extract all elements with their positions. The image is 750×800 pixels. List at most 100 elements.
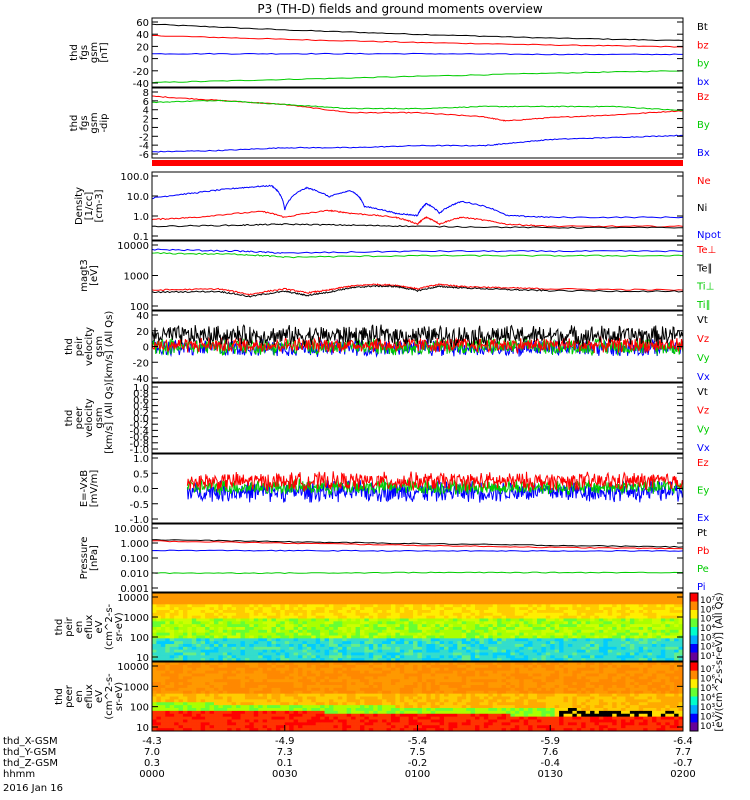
spectrogram-cell <box>386 607 392 611</box>
spectrogram-cell <box>470 670 476 674</box>
spectrogram-cell <box>567 612 573 617</box>
spectrogram-cell <box>483 673 489 677</box>
spectrogram-cell <box>466 693 472 697</box>
spectrogram-cell <box>576 658 582 662</box>
spectrogram-cell <box>395 604 401 608</box>
spectrogram-cell <box>386 699 392 703</box>
spectrogram-cell <box>231 618 237 622</box>
spectrogram-cell <box>386 716 392 720</box>
spectrogram-cell <box>280 627 286 631</box>
spectrogram-cell <box>209 719 215 723</box>
spectrogram-cell <box>244 655 250 659</box>
spectrogram-cell <box>218 667 224 672</box>
spectrogram-cell <box>475 621 480 625</box>
spectrogram-cell <box>320 699 325 703</box>
spectrogram-cell <box>333 655 339 659</box>
spectrogram-cell <box>329 710 334 715</box>
spectrogram-cell <box>625 621 631 625</box>
spectrogram-cell <box>452 618 458 622</box>
spectrogram-cell <box>603 598 609 602</box>
spectrogram-cell <box>395 649 401 653</box>
spectrogram-cell <box>200 719 206 723</box>
spectrogram-cell <box>258 685 264 689</box>
spectrogram-cell <box>603 601 609 605</box>
spectrogram-cell <box>293 710 299 715</box>
spectrogram-cell <box>231 708 237 712</box>
spectrogram-cell <box>470 690 476 695</box>
spectrogram-cell <box>373 598 379 602</box>
spectrogram-cell <box>607 641 613 645</box>
spectrogram-cell <box>249 716 255 720</box>
spectrogram-cell <box>236 725 241 729</box>
spectrogram-cell <box>594 595 600 600</box>
spectrogram-cell <box>182 670 188 674</box>
spectrogram-cell <box>355 687 361 692</box>
spectrogram-cell <box>324 687 330 692</box>
spectrogram-cell <box>479 670 485 674</box>
spectrogram-cell <box>320 676 325 680</box>
spectrogram-cell <box>213 725 219 729</box>
spectrogram-cell <box>567 618 573 622</box>
spectrogram-cell <box>382 673 387 677</box>
spectrogram-cell <box>439 658 445 662</box>
spectrogram-cell <box>678 644 684 648</box>
spectrogram-cell <box>470 664 476 669</box>
spectrogram-cell <box>191 710 197 715</box>
spectrogram-cell <box>536 610 542 614</box>
spectrogram-cell <box>359 635 365 639</box>
spectrogram-cell <box>205 728 210 732</box>
spectrogram-cell <box>289 722 294 726</box>
spectrogram-cell <box>275 629 281 634</box>
spectrogram-cell <box>368 699 374 703</box>
spectrogram-cell <box>616 638 622 642</box>
spectrogram-cell <box>182 607 188 611</box>
spectrogram-cell <box>165 632 171 636</box>
spectrogram-cell <box>483 693 489 697</box>
spectrogram-cell <box>156 667 162 672</box>
y-tick-label: 10 <box>136 653 149 664</box>
spectrogram-cell <box>426 624 432 628</box>
spectrogram-cell <box>430 682 436 686</box>
spectrogram-cell <box>275 635 281 639</box>
spectrogram-cell <box>258 719 264 723</box>
spectrogram-cell <box>452 679 458 683</box>
spectrogram-cell <box>174 670 179 674</box>
spectrogram-cell <box>510 641 516 645</box>
spectrogram-cell <box>382 618 387 622</box>
spectrogram-cell <box>156 649 162 653</box>
spectrogram-cell <box>603 615 609 619</box>
spectrogram-cell <box>550 644 556 648</box>
spectrogram-cell <box>364 615 370 619</box>
spectrogram-cell <box>346 644 352 648</box>
spectrogram-cell <box>678 621 684 625</box>
spectrogram-cell <box>439 676 445 680</box>
spectrogram-cell <box>284 693 290 697</box>
spectrogram-cell <box>169 612 175 617</box>
spectrogram-cell <box>275 679 281 683</box>
spectrogram-cell <box>262 687 268 692</box>
spectrogram-cell <box>435 687 441 692</box>
spectrogram-cell <box>621 595 626 600</box>
spectrogram-cell <box>567 627 573 631</box>
spectrogram-cell <box>616 612 622 617</box>
spectrogram-cell <box>231 710 237 715</box>
spectrogram-cell <box>227 667 233 672</box>
spectrogram-cell <box>528 604 533 608</box>
spectrogram-cell <box>386 725 392 729</box>
spectrogram-cell <box>581 601 587 605</box>
spectrogram-cell <box>435 710 441 715</box>
spectrogram-cell <box>320 658 325 662</box>
spectrogram-cell <box>430 638 436 642</box>
spectrogram-cell <box>501 632 507 636</box>
legend-Ne: Ne <box>697 176 711 187</box>
spectrogram-cell <box>607 621 613 625</box>
spectrogram-cell <box>430 595 436 600</box>
spectrogram-cell <box>359 641 365 645</box>
spectrogram-cell <box>169 624 175 628</box>
spectrogram-cell <box>160 676 166 680</box>
spectrogram-cell <box>355 719 361 723</box>
spectrogram-cell <box>377 618 383 622</box>
spectrogram-cell <box>306 601 312 605</box>
spectrogram-cell <box>320 615 325 619</box>
spectrogram-cell <box>298 690 303 695</box>
